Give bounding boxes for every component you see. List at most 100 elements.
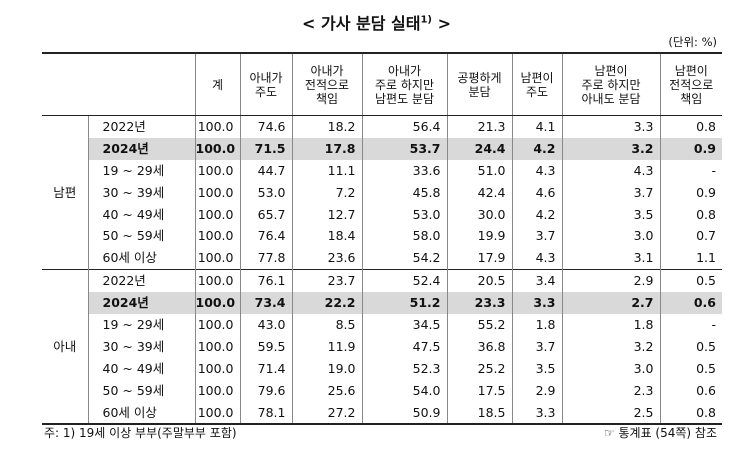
column-header: 남편이 주도 (511, 52, 562, 116)
table-row: 2024년 100.0 73.4 22.2 51.2 23.3 3.3 2.7 0.6 (42, 292, 722, 315)
row-label: 30 ~ 39세 (102, 184, 165, 200)
cell: 51.2 (361, 292, 447, 315)
cell: 4.1 (511, 114, 562, 138)
row-label: 2022년 (88, 269, 195, 293)
title-prefix: < (302, 14, 316, 33)
cell: 0.8 (659, 401, 722, 426)
table-row: 60세 이상 100.0 78.1 27.2 50.9 18.5 3.3 2.5 0.8 (42, 401, 722, 426)
cell: 0.5 (659, 335, 722, 358)
row-label: 50 ~ 59세 (102, 228, 165, 244)
cell: 12.7 (291, 203, 362, 226)
cell: 11.9 (291, 335, 362, 358)
cell: 30.0 (446, 203, 512, 226)
cell: 3.7 (511, 225, 562, 248)
cell: 23.3 (446, 292, 512, 315)
cell: 0.7 (659, 225, 722, 248)
cell: 53.7 (361, 137, 447, 160)
cell: 2.9 (511, 379, 562, 402)
cell: 20.5 (446, 269, 512, 293)
cell: 52.4 (361, 269, 447, 293)
table: 계 아내가 주도 아내가 전적으로 책임 아내가 주로 하지만 남편도 분담 공평하게 … (42, 52, 722, 426)
cell: 25.6 (291, 379, 362, 402)
cell: 50.9 (361, 401, 447, 426)
cell: 4.2 (511, 203, 562, 226)
cell: 0.6 (659, 292, 722, 315)
cell: 2.7 (561, 292, 660, 315)
cell: 21.3 (446, 114, 512, 138)
cell: 51.0 (446, 159, 512, 182)
cell: 2.9 (561, 269, 660, 293)
cell: 73.4 (239, 292, 292, 315)
column-header: 남편이 전적으로 책임 (659, 52, 722, 116)
cell: 3.0 (561, 225, 660, 248)
row-label: 2022년 (88, 114, 195, 138)
title: < 가사 분담 실태1) > (0, 10, 753, 34)
source: ☞ 통계표 (54쪽) 참조 (603, 426, 717, 440)
cell: 3.3 (511, 292, 562, 315)
row-label: 2024년 (88, 137, 195, 160)
cell: 100.0 (194, 203, 240, 226)
cell: 53.0 (239, 181, 292, 204)
cell: 55.2 (446, 314, 512, 336)
table-row: 19 ~ 29세 100.0 44.7 11.1 33.6 51.0 4.3 4.3- (42, 159, 722, 182)
header-row: 계 아내가 주도 아내가 전적으로 책임 아내가 주로 하지만 남편도 분담 공평하게 … (42, 52, 722, 116)
cell: 33.6 (361, 159, 447, 182)
cell: 2.5 (561, 401, 660, 426)
cell: 3.5 (561, 203, 660, 226)
cell: 42.4 (446, 181, 512, 204)
cell: 100.0 (194, 137, 240, 160)
cell: 100.0 (194, 401, 240, 426)
row-label: 2024년 (88, 292, 195, 315)
cell: 3.1 (561, 247, 660, 270)
row-label: 19 ~ 29세 (102, 316, 165, 332)
cell: 4.3 (511, 247, 562, 270)
cell: 3.2 (561, 335, 660, 358)
table-row: 50 ~ 59세 100.0 79.6 25.6 54.0 17.5 2.9 2.3 0.6 (42, 379, 722, 402)
cell: 71.4 (239, 357, 292, 380)
cell: 53.0 (361, 203, 447, 226)
cell: 59.5 (239, 335, 292, 358)
column-header: 아내가 주로 하지만 남편도 분담 (361, 52, 447, 116)
cell: 1.8 (561, 314, 660, 336)
cell: 7.2 (291, 181, 362, 204)
cell: 100.0 (194, 357, 240, 380)
column-header: 아내가 전적으로 책임 (291, 52, 362, 116)
column-header: 공평하게 분담 (446, 52, 512, 116)
row-label: 30 ~ 39세 (102, 338, 165, 354)
cell: 3.7 (511, 335, 562, 358)
cell: 34.5 (361, 314, 447, 336)
cell: 54.0 (361, 379, 447, 402)
group-label: 남편 (42, 114, 89, 270)
cell: 0.8 (659, 203, 722, 226)
cell: 3.7 (561, 181, 660, 204)
cell: - (659, 314, 722, 336)
cell: 65.7 (239, 203, 292, 226)
cell: 23.6 (291, 247, 362, 270)
cell: 58.0 (361, 225, 447, 248)
table-row: 40 ~ 49세 100.0 71.4 19.0 52.3 25.2 3.5 3.0 0.5 (42, 357, 722, 380)
cell: 100.0 (194, 335, 240, 358)
row-label: 50 ~ 59세 (102, 382, 165, 398)
cell: 3.4 (511, 269, 562, 293)
cell: 100.0 (194, 114, 240, 138)
cell: 0.9 (659, 137, 722, 160)
table-row: 40 ~ 49세 100.0 65.7 12.7 53.0 30.0 4.2 3.5 0.8 (42, 203, 722, 226)
table-row: 60세 이상 100.0 77.8 23.6 54.2 17.9 4.3 3.1 1.1 (42, 247, 722, 270)
table-row: 50 ~ 59세 100.0 76.4 18.4 58.0 19.9 3.7 3.0 0.7 (42, 225, 722, 248)
cell: 0.5 (659, 357, 722, 380)
column-header: 남편이 주로 하지만 아내도 분담 (561, 52, 660, 116)
cell: 11.1 (291, 159, 362, 182)
row-label: 60세 이상 (88, 401, 195, 426)
cell: 74.6 (239, 114, 292, 138)
table-row: 19 ~ 29세 100.0 43.0 8.5 34.5 55.2 1.8 1.8- (42, 314, 722, 336)
cell: 54.2 (361, 247, 447, 270)
corner-cell (42, 52, 195, 116)
cell: 100.0 (194, 159, 240, 182)
cell: 0.9 (659, 181, 722, 204)
cell: 2.3 (561, 379, 660, 402)
cell: 44.7 (239, 159, 292, 182)
footnote: 주: 1) 19세 이상 부부(주말부부 포함) (44, 426, 237, 440)
cell: 4.2 (511, 137, 562, 160)
table-row: 30 ~ 39세 100.0 53.0 7.2 45.8 42.4 4.6 3.7 0.9 (42, 181, 722, 204)
